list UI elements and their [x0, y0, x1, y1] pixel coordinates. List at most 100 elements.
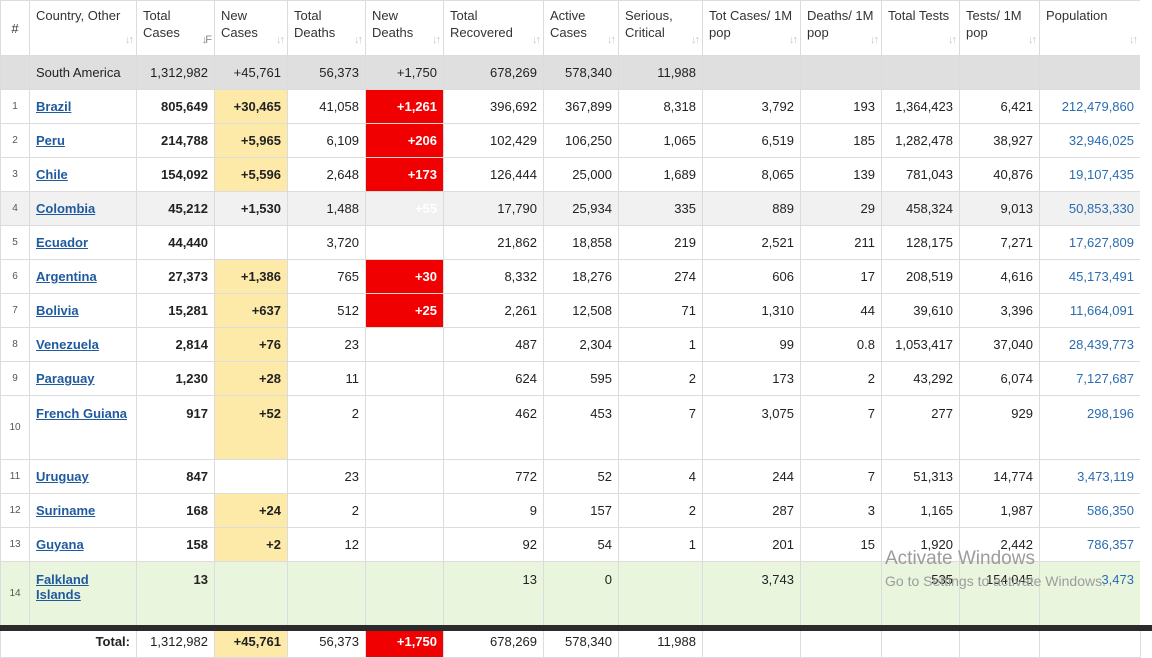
country-link[interactable]: French Guiana — [36, 406, 128, 421]
country-link[interactable]: Ecuador — [36, 235, 89, 250]
cell-deaths-1m: 44 — [800, 293, 882, 328]
header-total-tests[interactable]: Total Tests ↓↑ — [881, 0, 960, 56]
cell-total-recovered: 17,790 — [443, 191, 544, 226]
country-link[interactable]: Bolivia — [36, 303, 79, 318]
population-link[interactable]: 212,479,860 — [1061, 99, 1134, 114]
table-row: 4 Colombia 45,212 +1,530 1,488 +55 17,790 25,93… — [0, 191, 1141, 226]
cell-population: 45,173,491 — [1039, 259, 1141, 294]
sort-arrows-icon[interactable]: ↓↑ — [1028, 34, 1037, 46]
country-link[interactable]: Venezuela — [36, 337, 99, 352]
sort-arrows-icon[interactable]: ↓↑ — [789, 34, 798, 46]
cell-total-tests: 1,165 — [881, 493, 960, 528]
table-row: 9 Paraguay 1,230 +28 11 624 595 2 173 2 43,292 6,07… — [0, 361, 1141, 396]
country-link[interactable]: Brazil — [36, 99, 72, 114]
population-link[interactable]: 45,173,491 — [1068, 269, 1134, 284]
region-row: South America 1,312,982 +45,761 56,373 +… — [0, 55, 1141, 90]
cell-total-cases: 15,281 — [136, 293, 215, 328]
sort-arrows-icon[interactable]: ↓↑ — [1129, 34, 1138, 46]
cell-country: French Guiana — [29, 395, 137, 460]
population-link[interactable]: 3,473 — [1101, 572, 1134, 587]
sort-arrows-icon[interactable]: ↓↑ — [870, 34, 879, 46]
cell-active-cases: 12,508 — [543, 293, 619, 328]
country-link[interactable]: Guyana — [36, 537, 84, 552]
cell-active-cases: 18,858 — [543, 225, 619, 260]
header-new-deaths[interactable]: New Deaths ↓↑ — [365, 0, 444, 56]
header-tests-1m[interactable]: Tests/ 1M pop ↓↑ — [959, 0, 1040, 56]
sort-arrows-icon[interactable]: ↓↑ — [691, 34, 700, 46]
header-total-deaths-label: Total Deaths — [294, 8, 336, 40]
header-population-label: Population — [1046, 8, 1108, 23]
population-link[interactable]: 786,357 — [1087, 537, 1134, 552]
population-link[interactable]: 11,664,091 — [1069, 303, 1134, 318]
cell-total-deaths: 23 — [287, 459, 366, 494]
cell-country: Falkland Islands — [29, 561, 137, 626]
header-tot-cases-1m[interactable]: Tot Cases/ 1M pop ↓↑ — [702, 0, 801, 56]
cell-total-cases: 847 — [136, 459, 215, 494]
sort-arrows-icon[interactable]: ↓↑ — [948, 34, 957, 46]
cell-new-deaths: +25 — [365, 293, 444, 328]
population-link[interactable]: 19,107,435 — [1068, 167, 1134, 182]
header-active-cases[interactable]: Active Cases ↓↑ — [543, 0, 619, 56]
region-serious: 11,988 — [618, 55, 703, 90]
cell-index: 2 — [0, 123, 30, 158]
cell-new-cases: +5,596 — [214, 157, 288, 192]
population-link[interactable]: 3,473,119 — [1077, 469, 1134, 484]
cell-active-cases: 106,250 — [543, 123, 619, 158]
cell-total-recovered: 102,429 — [443, 123, 544, 158]
header-population[interactable]: Population ↓↑ — [1039, 0, 1141, 56]
sort-arrows-icon[interactable]: ↓↑ — [607, 34, 616, 46]
cell-population: 19,107,435 — [1039, 157, 1141, 192]
cell-tot-cases-1m: 173 — [702, 361, 801, 396]
population-link[interactable]: 586,350 — [1087, 503, 1134, 518]
population-link[interactable]: 50,853,330 — [1068, 201, 1134, 216]
population-link[interactable]: 7,127,687 — [1076, 371, 1134, 386]
table-row: 10 French Guiana 917 +52 2 462 453 7 3,075 7 277 92… — [0, 395, 1141, 460]
header-country[interactable]: Country, Other ↓↑ — [29, 0, 137, 56]
header-serious-critical[interactable]: Serious, Critical ↓↑ — [618, 0, 703, 56]
cell-total-tests: 781,043 — [881, 157, 960, 192]
population-link[interactable]: 298,196 — [1087, 406, 1134, 421]
header-total-deaths[interactable]: Total Deaths ↓↑ — [287, 0, 366, 56]
sort-arrows-icon[interactable]: ↓↑ — [532, 34, 541, 46]
country-link[interactable]: Paraguay — [36, 371, 95, 386]
cell-country: Guyana — [29, 527, 137, 562]
header-deaths-1m[interactable]: Deaths/ 1M pop ↓↑ — [800, 0, 882, 56]
cell-index: 12 — [0, 493, 30, 528]
sort-desc-icon[interactable]: ↓F — [201, 34, 212, 46]
cell-deaths-1m — [800, 561, 882, 626]
country-link[interactable]: Peru — [36, 133, 65, 148]
cell-new-deaths: +30 — [365, 259, 444, 294]
cell-new-cases — [214, 561, 288, 626]
cell-total-cases: 2,814 — [136, 327, 215, 362]
header-index[interactable]: # — [0, 0, 30, 56]
population-link[interactable]: 17,627,809 — [1068, 235, 1134, 250]
horizontal-scrollbar[interactable] — [0, 625, 1152, 631]
header-new-cases[interactable]: New Cases ↓↑ — [214, 0, 288, 56]
header-total-cases[interactable]: Total Cases ↓F — [136, 0, 215, 56]
cell-new-deaths: +206 — [365, 123, 444, 158]
cell-deaths-1m: 29 — [800, 191, 882, 226]
country-link[interactable]: Argentina — [36, 269, 97, 284]
cell-tot-cases-1m: 606 — [702, 259, 801, 294]
sort-arrows-icon[interactable]: ↓↑ — [432, 34, 441, 46]
sort-arrows-icon[interactable]: ↓↑ — [276, 34, 285, 46]
cell-new-cases — [214, 225, 288, 260]
cell-population: 3,473,119 — [1039, 459, 1141, 494]
country-link[interactable]: Chile — [36, 167, 68, 182]
country-link[interactable]: Falkland Islands — [36, 572, 89, 602]
cell-total-deaths: 1,488 — [287, 191, 366, 226]
population-link[interactable]: 32,946,025 — [1068, 133, 1134, 148]
population-link[interactable]: 28,439,773 — [1068, 337, 1134, 352]
cell-total-deaths: 2 — [287, 493, 366, 528]
sort-arrows-icon[interactable]: ↓↑ — [125, 34, 134, 46]
header-new-deaths-label: New Deaths — [372, 8, 414, 40]
country-link[interactable]: Suriname — [36, 503, 96, 518]
cell-index: 10 — [0, 395, 30, 460]
country-link[interactable]: Colombia — [36, 201, 96, 216]
header-total-recovered[interactable]: Total Recovered ↓↑ — [443, 0, 544, 56]
cell-total-cases: 1,230 — [136, 361, 215, 396]
country-link[interactable]: Uruguay — [36, 469, 89, 484]
sort-arrows-icon[interactable]: ↓↑ — [354, 34, 363, 46]
cell-tot-cases-1m: 889 — [702, 191, 801, 226]
cell-country: Colombia — [29, 191, 137, 226]
